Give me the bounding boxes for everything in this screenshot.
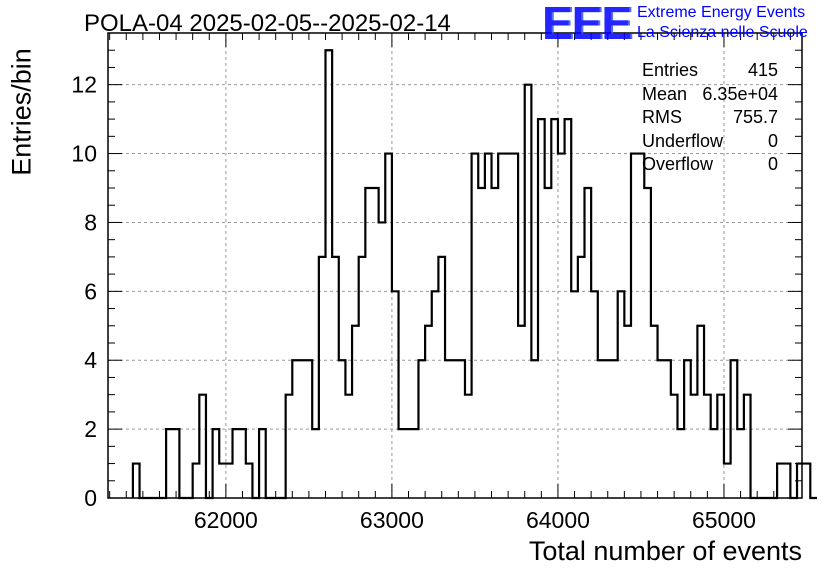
stats-label: Overflow	[642, 154, 714, 174]
histogram-outline	[131, 49, 817, 500]
stats-value: 755.7	[732, 107, 778, 127]
x-axis-label: Total number of events	[528, 536, 802, 566]
y-tick-label: 2	[84, 416, 97, 442]
stats-label: RMS	[642, 107, 682, 127]
y-axis-label: Entries/bin	[6, 48, 37, 176]
eee-logo: EEE	[542, 0, 632, 49]
stats-value: 0	[767, 154, 778, 174]
x-tick-label: 62000	[194, 507, 258, 533]
stats-row-rms: RMS 755.7	[642, 106, 778, 130]
x-tick-label: 64000	[526, 507, 590, 533]
stats-row-overflow: Overflow 0	[642, 153, 778, 177]
stats-label: Underflow	[642, 130, 724, 151]
stats-label: Mean	[642, 83, 688, 104]
y-tick-label: 10	[71, 141, 97, 167]
y-tick-label: 8	[84, 209, 97, 235]
logo-line-2: La Scienza nelle Scuole	[637, 24, 808, 41]
stats-row-mean: Mean 6.35e+04	[642, 83, 778, 107]
x-tick-label: 63000	[360, 507, 424, 533]
stats-row-entries: Entries 415	[642, 59, 778, 83]
y-tick-label: 6	[84, 278, 97, 304]
chart-title: POLA-04 2025-02-05--2025-02-14	[84, 10, 451, 37]
stats-row-underflow: Underflow 0	[642, 130, 778, 154]
plot-frame	[107, 32, 803, 499]
y-tick-label: 0	[84, 485, 97, 511]
y-tick-label: 12	[71, 72, 97, 98]
y-tick-label: 4	[84, 347, 97, 373]
x-tick-label: 65000	[692, 507, 756, 533]
stats-value: 0	[767, 130, 778, 151]
stats-value: 6.35e+04	[702, 83, 778, 104]
stats-box: Entries 415 Mean 6.35e+04 RMS 755.7 Unde…	[642, 59, 778, 177]
logo-line-1: Extreme Energy Events	[637, 4, 806, 21]
stats-label: Entries	[642, 60, 699, 80]
stats-value: 415	[747, 60, 778, 80]
